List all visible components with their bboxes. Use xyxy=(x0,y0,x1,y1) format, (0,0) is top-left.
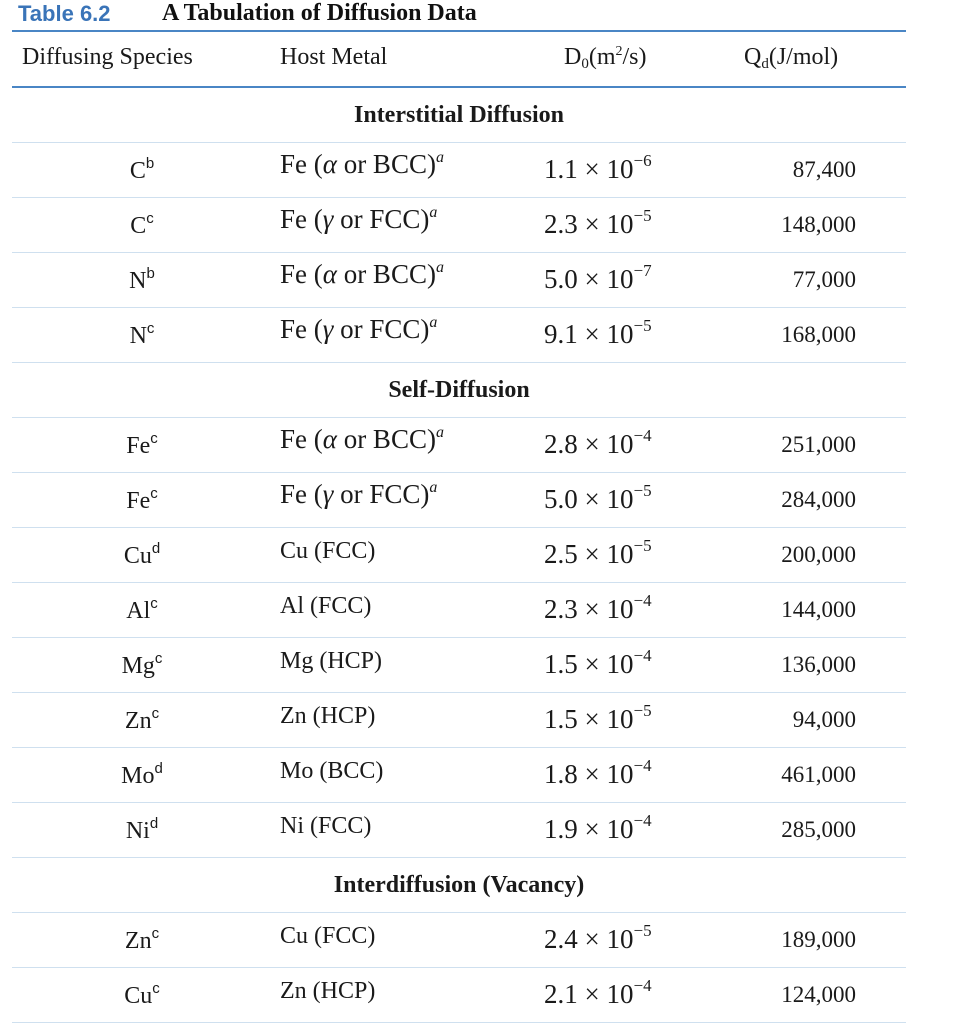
table-row: Cb Fe (α or BCC)a 1.1 × 10−6 87,400 xyxy=(12,143,906,198)
header-qd: Qd(J/mol) xyxy=(744,44,839,72)
table-row: Nc Fe (γ or FCC)a 9.1 × 10−5 168,000 xyxy=(12,308,906,363)
section-label: Interdiffusion (Vacancy) xyxy=(333,872,585,898)
table-number: Table 6.2 xyxy=(18,1,111,26)
cell-host-metal: Fe (α or BCC)a xyxy=(280,424,444,454)
cell-species: Mod xyxy=(121,760,163,789)
cell-d0: 5.0 × 10−5 xyxy=(544,481,652,514)
cell-qd: 168,000 xyxy=(781,322,856,347)
header-host-metal: Host Metal xyxy=(280,44,388,70)
cell-species: Cb xyxy=(129,155,155,184)
table-row: Cuc Zn (HCP) 2.1 × 10−4 124,000 xyxy=(12,968,906,1023)
cell-species: Cud xyxy=(123,540,161,569)
table-row: Znc Cu (FCC) 2.4 × 10−5 189,000 xyxy=(12,913,906,968)
cell-species: Nc xyxy=(129,320,155,349)
cell-host-metal: Zn (HCP) xyxy=(280,703,376,729)
cell-species: Fec xyxy=(126,485,158,514)
table-row: Cud Cu (FCC) 2.5 × 10−5 200,000 xyxy=(12,528,906,583)
table-row: Nb Fe (α or BCC)a 5.0 × 10−7 77,000 xyxy=(12,253,906,308)
header-diffusing-species: Diffusing Species xyxy=(22,44,193,70)
table-title: A Tabulation of Diffusion Data xyxy=(162,0,477,26)
cell-host-metal: Fe (γ or FCC)a xyxy=(280,204,438,234)
cell-qd: 285,000 xyxy=(781,817,856,842)
table-header: Diffusing Species Host Metal D0(m2/s) Qd… xyxy=(12,32,906,88)
cell-host-metal: Fe (γ or FCC)a xyxy=(280,479,438,509)
cell-qd: 124,000 xyxy=(781,982,856,1007)
table-row: Cc Fe (γ or FCC)a 2.3 × 10−5 148,000 xyxy=(12,198,906,253)
cell-d0: 9.1 × 10−5 xyxy=(544,316,652,349)
cell-d0: 1.9 × 10−4 xyxy=(544,811,652,844)
cell-host-metal: Cu (FCC) xyxy=(280,923,376,949)
table-row: Fec Fe (α or BCC)a 2.8 × 10−4 251,000 xyxy=(12,418,906,473)
cell-d0: 5.0 × 10−7 xyxy=(544,261,652,294)
cell-d0: 1.5 × 10−4 xyxy=(544,646,652,679)
cell-qd: 189,000 xyxy=(781,927,856,952)
cell-host-metal: Fe (γ or FCC)a xyxy=(280,314,438,344)
cell-qd: 284,000 xyxy=(781,487,856,512)
cell-qd: 94,000 xyxy=(792,707,856,732)
cell-species: Cc xyxy=(130,210,154,239)
section-heading: Self-Diffusion xyxy=(12,363,906,418)
table-row: Alc Al (FCC) 2.3 × 10−4 144,000 xyxy=(12,583,906,638)
cell-host-metal: Mg (HCP) xyxy=(280,648,383,674)
cell-qd: 148,000 xyxy=(781,212,856,237)
table-row: Mod Mo (BCC) 1.8 × 10−4 461,000 xyxy=(12,748,906,803)
cell-species: Nb xyxy=(129,265,155,294)
cell-species: Znc xyxy=(124,705,160,734)
cell-qd: 200,000 xyxy=(781,542,856,567)
cell-host-metal: Fe (α or BCC)a xyxy=(280,149,444,179)
cell-host-metal: Mo (BCC) xyxy=(280,758,384,784)
table-caption: Table 6.2 A Tabulation of Diffusion Data xyxy=(12,0,906,32)
section-heading: Interstitial Diffusion xyxy=(12,88,906,143)
cell-qd: 136,000 xyxy=(781,652,856,677)
header-d0: D0(m2/s) xyxy=(564,44,647,72)
cell-species: Znc xyxy=(124,925,160,954)
cell-species: Alc xyxy=(126,595,158,624)
cell-qd: 144,000 xyxy=(781,597,856,622)
cell-qd: 251,000 xyxy=(781,432,856,457)
cell-d0: 2.1 × 10−4 xyxy=(544,976,652,1009)
cell-d0: 2.4 × 10−5 xyxy=(544,921,652,954)
cell-d0: 1.8 × 10−4 xyxy=(544,756,652,789)
table-row: Fec Fe (γ or FCC)a 5.0 × 10−5 284,000 xyxy=(12,473,906,528)
cell-host-metal: Cu (FCC) xyxy=(280,538,376,564)
cell-host-metal: Al (FCC) xyxy=(280,593,372,619)
cell-species: Fec xyxy=(126,430,158,459)
table-row: Znc Zn (HCP) 1.5 × 10−5 94,000 xyxy=(12,693,906,748)
cell-species: Nid xyxy=(125,815,159,844)
cell-d0: 2.3 × 10−4 xyxy=(544,591,652,624)
cell-species: Cuc xyxy=(124,980,160,1009)
section-label: Interstitial Diffusion xyxy=(354,102,564,128)
cell-d0: 2.3 × 10−5 xyxy=(544,206,652,239)
table-row: Nid Ni (FCC) 1.9 × 10−4 285,000 xyxy=(12,803,906,858)
cell-host-metal: Fe (α or BCC)a xyxy=(280,259,444,289)
section-heading: Interdiffusion (Vacancy) xyxy=(12,858,906,913)
cell-d0: 2.8 × 10−4 xyxy=(544,426,652,459)
cell-host-metal: Ni (FCC) xyxy=(280,813,372,839)
cell-qd: 87,400 xyxy=(792,157,856,182)
cell-d0: 2.5 × 10−5 xyxy=(544,536,652,569)
cell-host-metal: Zn (HCP) xyxy=(280,978,376,1004)
cell-qd: 77,000 xyxy=(792,267,856,292)
cell-species: Mgc xyxy=(121,650,163,679)
cell-d0: 1.1 × 10−6 xyxy=(544,151,652,184)
cell-qd: 461,000 xyxy=(781,762,856,787)
cell-d0: 1.5 × 10−5 xyxy=(544,701,652,734)
table-row: Mgc Mg (HCP) 1.5 × 10−4 136,000 xyxy=(12,638,906,693)
section-label: Self-Diffusion xyxy=(388,377,530,403)
